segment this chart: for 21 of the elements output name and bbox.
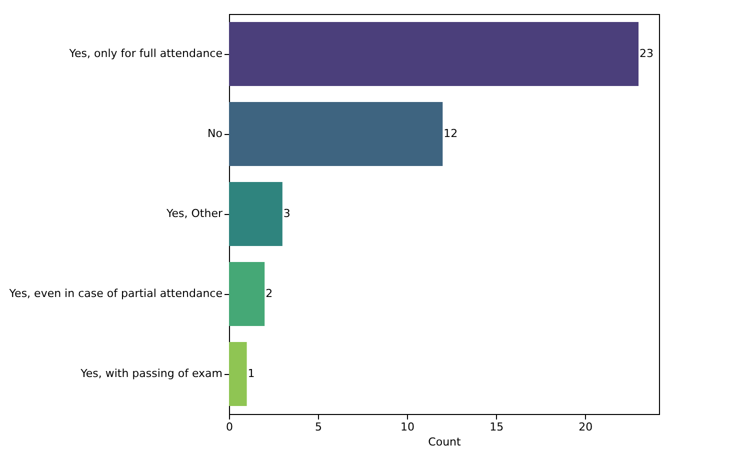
x-tick-label: 20 — [578, 420, 593, 434]
x-axis-title: Count — [428, 436, 462, 448]
y-tick-label: Yes, with passing of exam — [80, 367, 222, 380]
data-label: 23 — [640, 47, 654, 60]
x-tick-label: 10 — [400, 420, 415, 434]
data-label: 2 — [266, 287, 273, 300]
y-tick-label: Yes, Other — [166, 207, 223, 220]
bar — [229, 182, 282, 246]
x-tick-label: 5 — [315, 420, 322, 434]
data-label: 3 — [283, 207, 290, 220]
y-tick-label: Yes, only for full attendance — [68, 47, 223, 60]
y-tick-label: Yes, even in case of partial attendance — [8, 287, 223, 300]
data-label: 1 — [248, 367, 255, 380]
bar — [229, 262, 265, 326]
x-tick-label: 0 — [226, 420, 233, 434]
bar — [229, 342, 247, 406]
data-label: 12 — [444, 127, 458, 140]
bar — [229, 102, 443, 166]
bar — [229, 22, 639, 86]
x-tick-label: 15 — [490, 420, 504, 434]
y-tick-label: No — [208, 127, 223, 140]
